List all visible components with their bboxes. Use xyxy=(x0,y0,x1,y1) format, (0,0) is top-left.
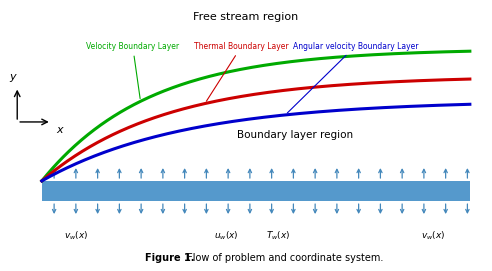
Text: Free stream region: Free stream region xyxy=(193,12,299,22)
Text: Flow of problem and coordinate system.: Flow of problem and coordinate system. xyxy=(184,253,384,263)
Text: Thermal Boundary Layer: Thermal Boundary Layer xyxy=(194,41,289,101)
Text: $y$: $y$ xyxy=(9,72,18,84)
Text: $x$: $x$ xyxy=(56,125,64,135)
Text: $v_w(x)$: $v_w(x)$ xyxy=(421,229,445,242)
Text: $u_w(x)$: $u_w(x)$ xyxy=(214,229,239,242)
Text: $T_w(x)$: $T_w(x)$ xyxy=(266,229,290,242)
Text: $v_w(x)$: $v_w(x)$ xyxy=(64,229,89,242)
Text: Angular velocity Boundary Layer: Angular velocity Boundary Layer xyxy=(287,41,418,113)
Bar xyxy=(42,181,470,201)
Text: Boundary layer region: Boundary layer region xyxy=(237,131,353,140)
Text: Figure 1.: Figure 1. xyxy=(145,253,195,263)
Text: Velocity Boundary Layer: Velocity Boundary Layer xyxy=(86,41,179,99)
